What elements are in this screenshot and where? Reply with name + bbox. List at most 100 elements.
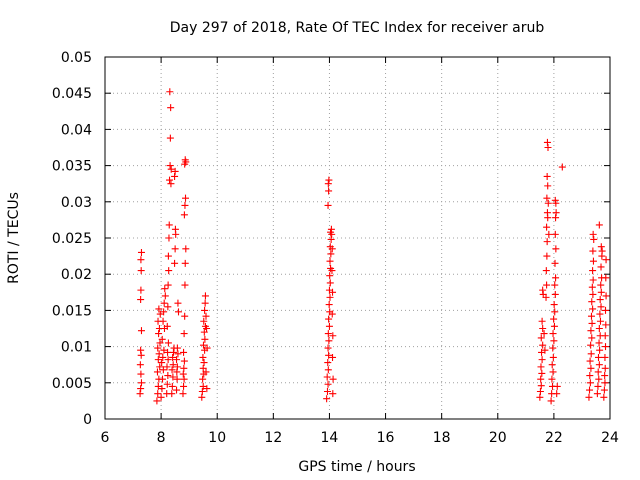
data-point (543, 238, 551, 246)
data-point (544, 214, 552, 222)
data-point (598, 247, 606, 255)
data-point (551, 308, 559, 316)
data-point (154, 382, 162, 390)
data-point (602, 274, 610, 282)
data-point (173, 375, 181, 383)
data-point (602, 321, 610, 329)
data-point (161, 285, 169, 293)
data-point (325, 176, 333, 184)
data-point (329, 390, 337, 398)
data-point (168, 366, 176, 374)
axis-ticks (104, 56, 611, 420)
data-point (542, 267, 550, 275)
data-point (551, 230, 559, 238)
data-point (589, 267, 597, 275)
data-point (164, 281, 172, 289)
data-point (549, 344, 557, 352)
y-tick-label: 0.015 (52, 303, 92, 319)
data-point (167, 165, 175, 173)
data-point (137, 248, 145, 256)
data-point (589, 305, 597, 313)
data-point (553, 390, 561, 398)
data-point (199, 382, 207, 390)
data-point (594, 368, 602, 376)
data-point (157, 393, 165, 401)
data-point (181, 281, 189, 289)
data-point (329, 375, 337, 383)
data-point (202, 312, 210, 320)
data-point (173, 344, 181, 352)
data-point (200, 317, 208, 325)
data-point (179, 390, 187, 398)
data-point (171, 167, 179, 175)
data-point (171, 259, 179, 267)
y-tick-label: 0.005 (52, 376, 92, 392)
data-point (588, 283, 596, 291)
data-point (551, 290, 559, 298)
data-point (198, 387, 206, 395)
data-point (166, 162, 174, 170)
y-tick-label: 0.04 (61, 122, 92, 138)
data-point (164, 356, 172, 364)
data-point (328, 310, 336, 318)
data-point (325, 351, 333, 359)
data-point (593, 390, 601, 398)
data-point (326, 257, 334, 265)
data-point (558, 163, 566, 171)
data-point (589, 276, 597, 284)
data-point (552, 199, 560, 207)
data-point (174, 299, 182, 307)
data-point (182, 158, 190, 166)
data-point (552, 245, 560, 253)
data-point (169, 373, 177, 381)
data-point (550, 315, 558, 323)
x-tick-label: 6 (101, 430, 110, 446)
data-point (586, 386, 594, 394)
data-point (537, 334, 545, 342)
data-point (159, 317, 167, 325)
data-point (329, 353, 337, 361)
x-tick-labels: 6 8 10 12 14 16 18 20 22 24 (101, 430, 619, 446)
data-point (540, 330, 548, 338)
data-point (181, 201, 189, 209)
data-point (597, 281, 605, 289)
data-point (199, 341, 207, 349)
x-tick-label: 24 (601, 430, 619, 446)
data-point (180, 348, 188, 356)
data-point (173, 356, 181, 364)
data-point (551, 259, 559, 267)
data-point (595, 339, 603, 347)
data-point (587, 341, 595, 349)
data-point (158, 359, 166, 367)
data-point (544, 182, 552, 190)
data-point (547, 397, 555, 405)
data-point (201, 292, 209, 300)
data-point (600, 393, 608, 401)
data-point (601, 379, 609, 387)
y-tick-label: 0.01 (61, 340, 92, 356)
data-point (137, 351, 145, 359)
y-tick-label: 0.02 (61, 267, 92, 283)
x-tick-label: 18 (433, 430, 451, 446)
data-point (158, 385, 166, 393)
data-point (153, 368, 161, 376)
data-point (543, 194, 551, 202)
x-axis-label: GPS time / hours (298, 459, 415, 475)
data-point (588, 319, 596, 327)
data-point (552, 214, 560, 222)
data-point (159, 353, 167, 361)
data-point (173, 386, 181, 394)
data-point (325, 315, 333, 323)
data-point (586, 357, 594, 365)
data-point (594, 353, 602, 361)
data-point (329, 332, 337, 340)
data-point (160, 308, 168, 316)
data-point (327, 250, 335, 258)
data-point (597, 243, 605, 251)
data-point (596, 296, 604, 304)
data-point (161, 292, 169, 300)
data-point (601, 372, 609, 380)
x-tick-label: 16 (377, 430, 395, 446)
data-point (602, 256, 610, 264)
